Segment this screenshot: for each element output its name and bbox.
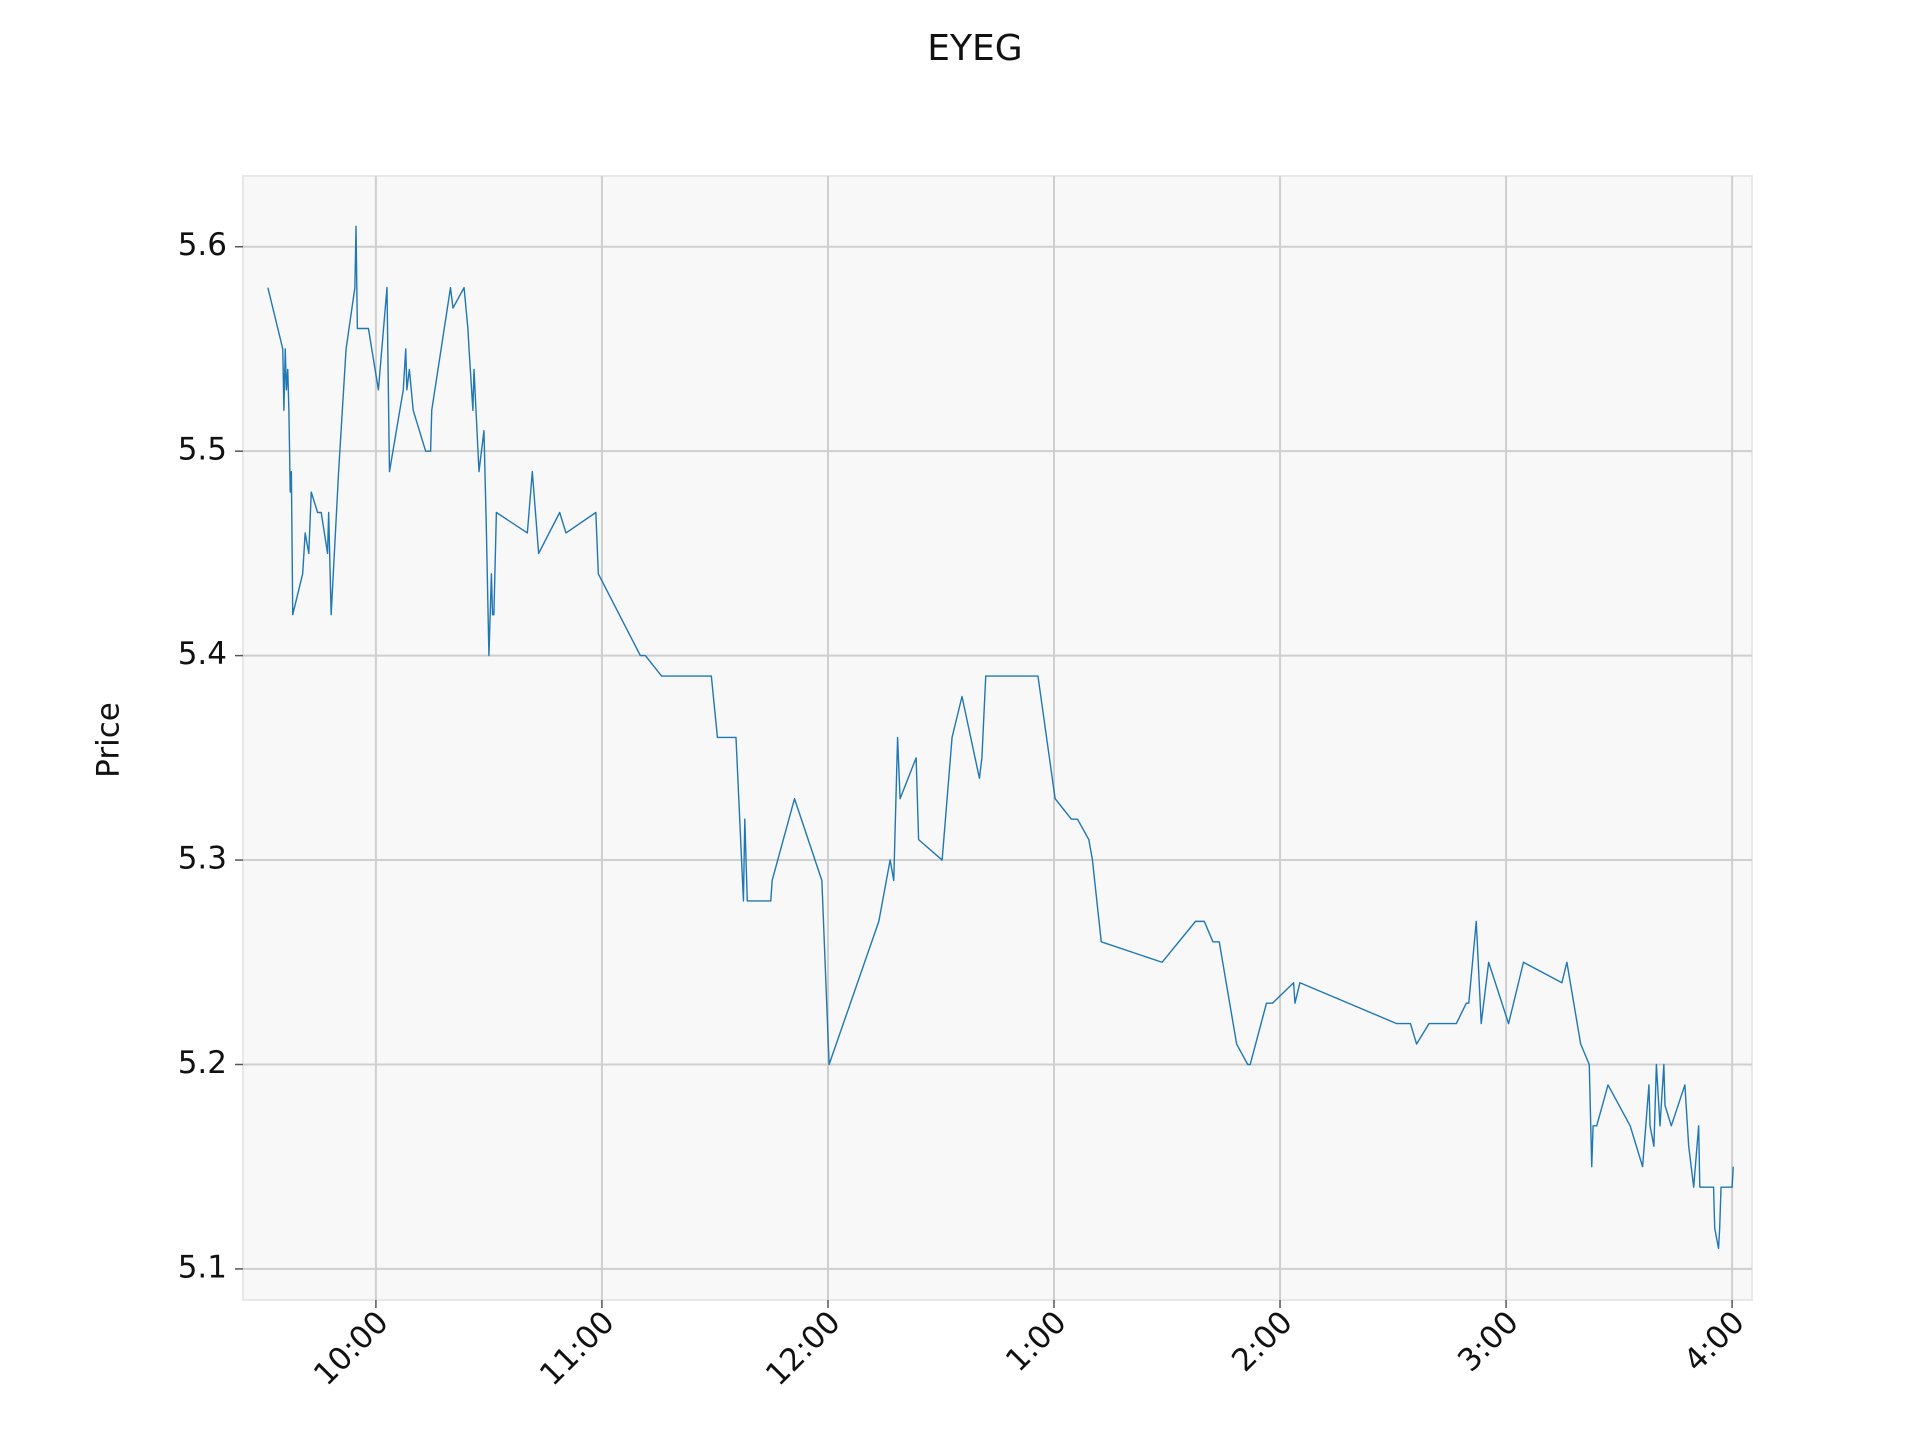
y-tick-label: 5.1 <box>178 1249 227 1285</box>
y-tick-label: 5.2 <box>178 1045 227 1081</box>
plot-area <box>242 175 1753 1301</box>
y-tick-label: 5.6 <box>178 227 227 263</box>
y-tick-label: 5.5 <box>178 432 227 468</box>
y-tick-label: 5.4 <box>178 636 227 672</box>
chart-title: EYEG <box>927 28 1022 69</box>
y-tick-label: 5.3 <box>178 841 227 877</box>
y-axis-label: Price <box>91 702 127 778</box>
price-line <box>267 225 1734 1250</box>
